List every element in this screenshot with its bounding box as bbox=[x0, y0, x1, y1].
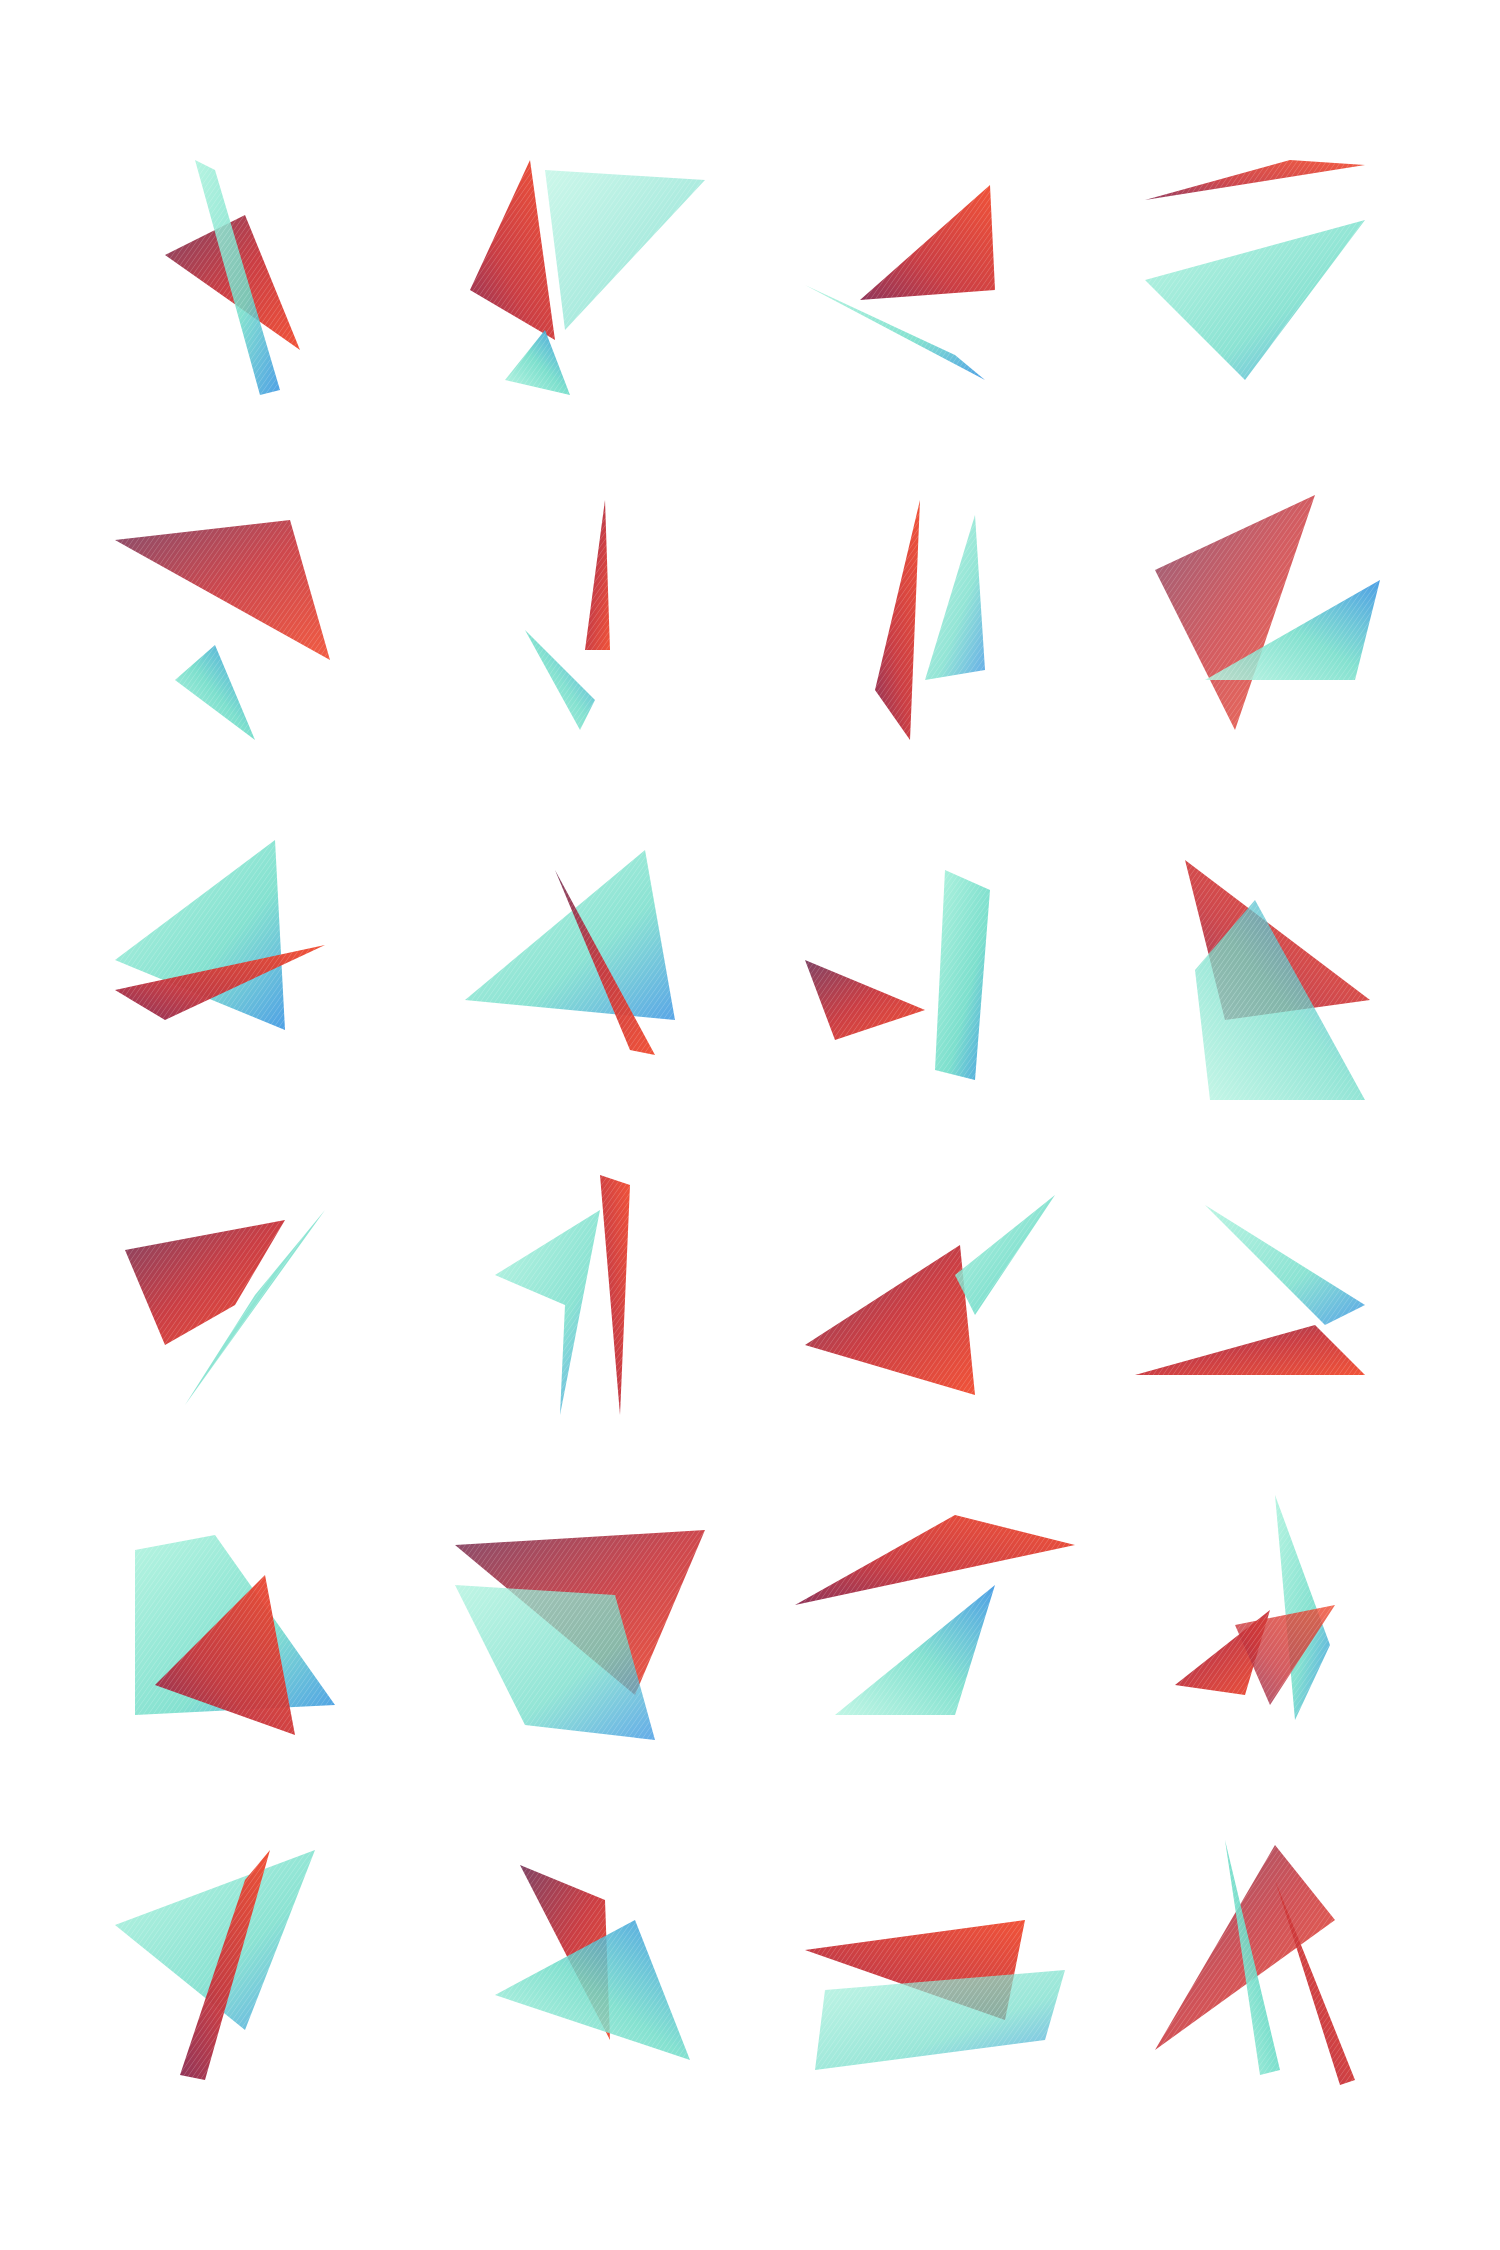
ribbon-line-texture bbox=[875, 500, 920, 740]
ribbon-shape bbox=[1185, 860, 1370, 1100]
ribbon-line-texture bbox=[115, 945, 325, 1020]
ribbon-line-texture bbox=[600, 1175, 630, 1415]
ribbon-line-texture bbox=[1235, 1605, 1335, 1705]
ribbon-line-texture bbox=[495, 1210, 600, 1415]
ribbon-shape bbox=[115, 840, 325, 1030]
ribbon-line-texture bbox=[180, 1850, 270, 2080]
ribbon-shape bbox=[495, 1865, 690, 2060]
ribbon-line-texture bbox=[1275, 1880, 1355, 2085]
ribbon-shape bbox=[455, 1530, 705, 1740]
ribbon-line-texture bbox=[1195, 900, 1365, 1100]
ribbon-shape bbox=[525, 500, 610, 730]
ribbon-line-texture bbox=[125, 1220, 285, 1345]
ribbon-shape bbox=[1155, 495, 1380, 730]
ribbon-line-texture bbox=[1135, 1325, 1365, 1375]
ribbon-shape bbox=[495, 1175, 630, 1415]
ribbon-line-texture bbox=[115, 1850, 315, 2030]
ribbon-line-texture bbox=[155, 1575, 295, 1735]
ribbon-line-texture bbox=[185, 1210, 325, 1405]
ribbon-shape bbox=[125, 1210, 325, 1405]
ribbon-shape bbox=[465, 850, 675, 1055]
ribbon-shape bbox=[1145, 160, 1365, 380]
ribbon-shape bbox=[805, 870, 990, 1080]
ribbon-line-texture bbox=[835, 1585, 995, 1715]
ribbon-line-texture bbox=[795, 1515, 1075, 1605]
ribbon-shape bbox=[470, 160, 705, 395]
ribbon-line-texture bbox=[585, 500, 610, 650]
ribbon-line-texture bbox=[495, 1920, 690, 2060]
ribbon-line-texture bbox=[195, 160, 280, 395]
ribbon-shape bbox=[805, 1920, 1065, 2070]
ribbon-line-texture bbox=[470, 160, 555, 340]
ribbon-shape bbox=[1175, 1495, 1335, 1720]
ribbon-line-texture bbox=[815, 1970, 1065, 2070]
ribbon-line-texture bbox=[545, 170, 705, 330]
ribbon-shape bbox=[135, 1535, 335, 1735]
ribbon-line-texture bbox=[1205, 580, 1380, 680]
ribbon-line-texture bbox=[805, 285, 985, 380]
ribbon-line-texture bbox=[1275, 1495, 1330, 1720]
ribbon-line-texture bbox=[555, 870, 655, 1055]
ribbon-line-texture bbox=[1145, 160, 1365, 200]
ribbon-shape bbox=[1155, 1840, 1355, 2085]
ribbon-shape bbox=[1135, 1205, 1365, 1375]
ribbon-shape bbox=[805, 1195, 1055, 1395]
ribbon-line-texture bbox=[955, 1195, 1055, 1315]
ribbon-line-texture bbox=[1155, 495, 1315, 730]
ribbon-shape bbox=[115, 520, 330, 740]
ribbon-line-texture bbox=[455, 1585, 655, 1740]
ribbon-line-texture bbox=[860, 185, 995, 300]
ribbon-line-texture bbox=[505, 330, 570, 395]
ribbon-shape bbox=[875, 500, 985, 740]
ribbon-line-texture bbox=[805, 1245, 975, 1395]
ribbon-line-texture bbox=[1145, 220, 1365, 380]
ribbon-line-texture bbox=[1205, 1205, 1365, 1325]
ribbon-line-texture bbox=[525, 630, 595, 730]
ribbon-shape bbox=[795, 1515, 1075, 1715]
ribbon-line-texture bbox=[175, 645, 255, 740]
ribbon-line-texture bbox=[925, 515, 985, 680]
ribbon-shape bbox=[165, 160, 300, 395]
ribbon-shape bbox=[805, 185, 995, 380]
ribbon-shape bbox=[115, 1850, 315, 2080]
ribbon-line-texture bbox=[805, 960, 925, 1040]
ribbon-line-texture bbox=[935, 870, 990, 1080]
ribbon-line-texture bbox=[115, 520, 330, 660]
ribbon-line-texture bbox=[1225, 1840, 1280, 2075]
ribbon-line-texture bbox=[465, 850, 675, 1020]
